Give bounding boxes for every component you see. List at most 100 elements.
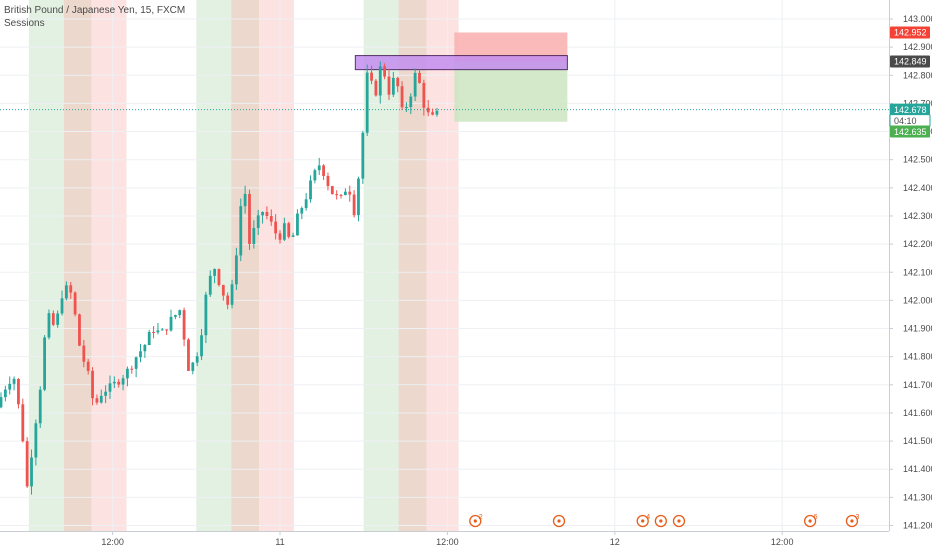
- bullish-candle: [230, 279, 234, 309]
- candle-body: [121, 378, 125, 385]
- chart-header: British Pound / Japanese Yen, 15, FXCM S…: [4, 4, 185, 30]
- bullish-candle: [304, 193, 308, 211]
- candle-body: [204, 294, 208, 336]
- candle-body: [169, 316, 173, 331]
- bullish-candle: [0, 392, 3, 409]
- candle-body: [51, 313, 55, 325]
- candle-body: [187, 339, 190, 371]
- candle-body: [0, 397, 3, 408]
- candle-body: [282, 223, 286, 240]
- price-tick-label: 141.900: [903, 324, 932, 334]
- candle-body: [104, 391, 108, 396]
- bullish-candle: [12, 376, 16, 391]
- bearish-candle: [265, 206, 269, 220]
- event-count: 4: [646, 514, 650, 521]
- bearish-candle: [86, 359, 90, 375]
- price-tag-green: 142.678: [890, 103, 930, 116]
- economic-event-marker[interactable]: 3: [845, 514, 859, 528]
- bearish-candle: [418, 69, 421, 84]
- bullish-candle: [191, 361, 195, 375]
- candle-body: [221, 284, 225, 296]
- candle-body: [252, 227, 256, 244]
- candle-body: [387, 76, 391, 95]
- candle-body: [12, 378, 16, 384]
- candle-body: [383, 66, 387, 77]
- candle-body: [91, 370, 94, 399]
- bearish-candle: [165, 329, 169, 336]
- bearish-candle: [326, 172, 330, 191]
- indicator-label[interactable]: Sessions: [4, 18, 45, 29]
- price-tick-label: 142.700: [903, 98, 932, 108]
- bullish-candle: [309, 175, 312, 203]
- candle-body: [195, 356, 199, 363]
- candle-body: [191, 362, 195, 371]
- bearish-candle: [69, 281, 73, 299]
- price-tag-label: 142.678: [894, 105, 927, 115]
- economic-event-marker[interactable]: 4: [636, 514, 650, 528]
- candle-body: [431, 112, 434, 115]
- candle-body: [99, 395, 103, 403]
- candle-body: [426, 107, 430, 113]
- candle-body: [230, 284, 234, 305]
- bearish-candle: [95, 394, 99, 405]
- candle-body: [400, 86, 404, 108]
- symbol-title[interactable]: British Pound / Japanese Yen, 15, FXCM: [4, 5, 186, 16]
- session-brown: [398, 0, 427, 531]
- bullish-candle: [195, 352, 199, 367]
- bullish-candle: [147, 329, 151, 346]
- price-tick-label: 141.400: [903, 464, 932, 474]
- bullish-candle: [169, 309, 173, 332]
- price-tag-label: 04:10: [894, 116, 917, 126]
- bearish-candle: [426, 99, 430, 117]
- candle-body: [117, 381, 121, 385]
- price-tick-label: 141.200: [903, 521, 932, 531]
- economic-event-marker[interactable]: 6: [803, 514, 818, 528]
- candle-body: [21, 404, 25, 442]
- price-tag-greenlight: 142.635: [890, 125, 930, 138]
- bullish-candle: [112, 376, 116, 389]
- bullish-candle: [56, 310, 60, 328]
- bearish-candle: [152, 326, 155, 339]
- candle-body: [213, 269, 217, 276]
- economic-event-marker[interactable]: [552, 514, 566, 528]
- candle-body: [339, 194, 343, 196]
- bullish-candle: [60, 290, 64, 316]
- event-dot: [850, 519, 854, 523]
- bearish-candle: [330, 185, 334, 195]
- bearish-candle: [217, 268, 221, 287]
- bearish-candle: [387, 68, 391, 100]
- price-axis-background: [889, 0, 932, 550]
- candle-body: [108, 383, 112, 392]
- candle-body: [409, 96, 413, 108]
- economic-event-marker[interactable]: [654, 514, 667, 528]
- price-tick-label: 142.500: [903, 155, 932, 165]
- economic-event-marker[interactable]: 2: [469, 514, 483, 528]
- price-tick-label: 143.000: [903, 14, 932, 24]
- candle-body: [317, 165, 321, 171]
- price-tag-box: [890, 55, 930, 68]
- candle-body: [130, 368, 134, 370]
- price-tick-label: 142.000: [903, 295, 932, 305]
- price-tick-label: 142.900: [903, 42, 932, 52]
- bearish-candle: [335, 190, 339, 200]
- bearish-candle: [187, 338, 190, 371]
- bearish-candle: [400, 81, 404, 110]
- bullish-candle: [156, 323, 160, 335]
- bullish-candle: [239, 198, 243, 262]
- bullish-candle: [291, 232, 295, 238]
- price-tick-label: 142.200: [903, 239, 932, 249]
- bearish-candle: [370, 65, 373, 85]
- bullish-candle: [173, 314, 177, 320]
- economic-event-marker[interactable]: [672, 514, 686, 528]
- candle-body: [152, 332, 155, 334]
- supply-zone-rectangle: [354, 55, 568, 71]
- position-layer: [354, 32, 568, 122]
- bullish-candle: [204, 291, 208, 344]
- price-tag-label: 142.952: [894, 28, 927, 38]
- event-count: 2: [479, 514, 483, 521]
- bullish-candle: [378, 61, 382, 104]
- candle-body: [357, 178, 360, 216]
